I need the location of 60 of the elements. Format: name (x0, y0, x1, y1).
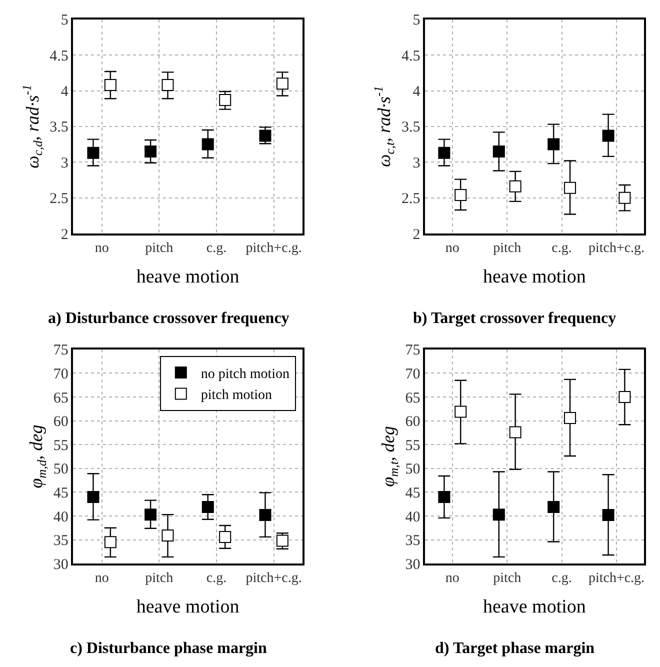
x-tick-label: pitch+c.g. (588, 571, 645, 586)
x-tick-label: no (445, 571, 460, 586)
legend-label: no pitch motion (200, 366, 290, 382)
y-tick-label: 3 (60, 155, 68, 172)
x-axis-title: heave motion (136, 596, 240, 618)
y-tick-label: 5 (60, 12, 68, 29)
x-tick-label: pitch (493, 241, 522, 256)
y-tick-label: 4 (60, 84, 69, 100)
x-tick-label: c.g. (552, 241, 572, 256)
x-tick-label: no (445, 241, 460, 256)
x-tick-label: no (94, 241, 109, 256)
x-tick-label: pitch (145, 571, 174, 586)
y-tick-label: 2.5 (402, 191, 420, 208)
y-tick-label: 2.5 (50, 191, 68, 208)
y-tick-label: 5 (412, 12, 420, 29)
y-tick-label: 4.5 (402, 48, 420, 64)
y-tick-label: 3.5 (402, 120, 420, 136)
x-axis-title: heave motion (483, 596, 586, 618)
legend-label: pitch motion (200, 388, 272, 404)
y-tick-label: 30 (405, 556, 420, 573)
y-tick-label: 70 (53, 366, 68, 382)
text: c) Disturbance phase margin (70, 640, 267, 657)
y-tick-label: 3.5 (50, 120, 68, 136)
x-tick-label: pitch (145, 241, 174, 256)
y-tick-label: 65 (53, 390, 68, 406)
y-tick-label: 50 (405, 462, 420, 478)
y-tick-label: 3 (412, 155, 420, 172)
y-tick-label: 75 (405, 342, 420, 359)
x-tick-label: c.g. (206, 571, 227, 586)
x-tick-label: c.g. (206, 241, 227, 256)
y-tick-label: 2 (60, 226, 68, 243)
y-tick-label: 4.5 (50, 48, 68, 64)
y-tick-label: 70 (405, 366, 420, 382)
y-tick-label: 35 (405, 533, 420, 550)
text: d) Target phase margin (435, 640, 595, 657)
y-tick-label: 30 (53, 556, 68, 573)
y-tick-label: 4 (412, 84, 421, 100)
text: b) Target crossover frequency (413, 310, 616, 327)
y-tick-label: 50 (53, 462, 68, 478)
y-tick-label: 65 (405, 390, 420, 406)
text: a) Disturbance crossover frequency (48, 310, 290, 327)
y-tick-label: 40 (405, 509, 420, 526)
y-tick-label: 55 (405, 438, 420, 454)
x-tick-label: c.g. (552, 571, 572, 586)
y-tick-label: 2 (412, 226, 420, 243)
y-tick-label: 35 (53, 533, 68, 550)
y-tick-label: 45 (53, 485, 68, 502)
x-tick-label: pitch+c.g. (246, 241, 302, 256)
x-tick-label: pitch+c.g. (246, 571, 302, 586)
x-axis-title: heave motion (136, 266, 240, 288)
x-tick-label: no (94, 571, 109, 586)
y-tick-label: 60 (53, 414, 68, 430)
x-tick-label: pitch (493, 571, 522, 586)
y-tick-label: 75 (53, 342, 68, 359)
y-tick-label: 45 (405, 485, 420, 502)
y-tick-label: 55 (53, 438, 68, 454)
y-tick-label: 40 (53, 509, 68, 526)
x-tick-label: pitch+c.g. (588, 241, 645, 256)
x-axis-title: heave motion (483, 266, 586, 288)
y-tick-label: 60 (405, 414, 420, 430)
